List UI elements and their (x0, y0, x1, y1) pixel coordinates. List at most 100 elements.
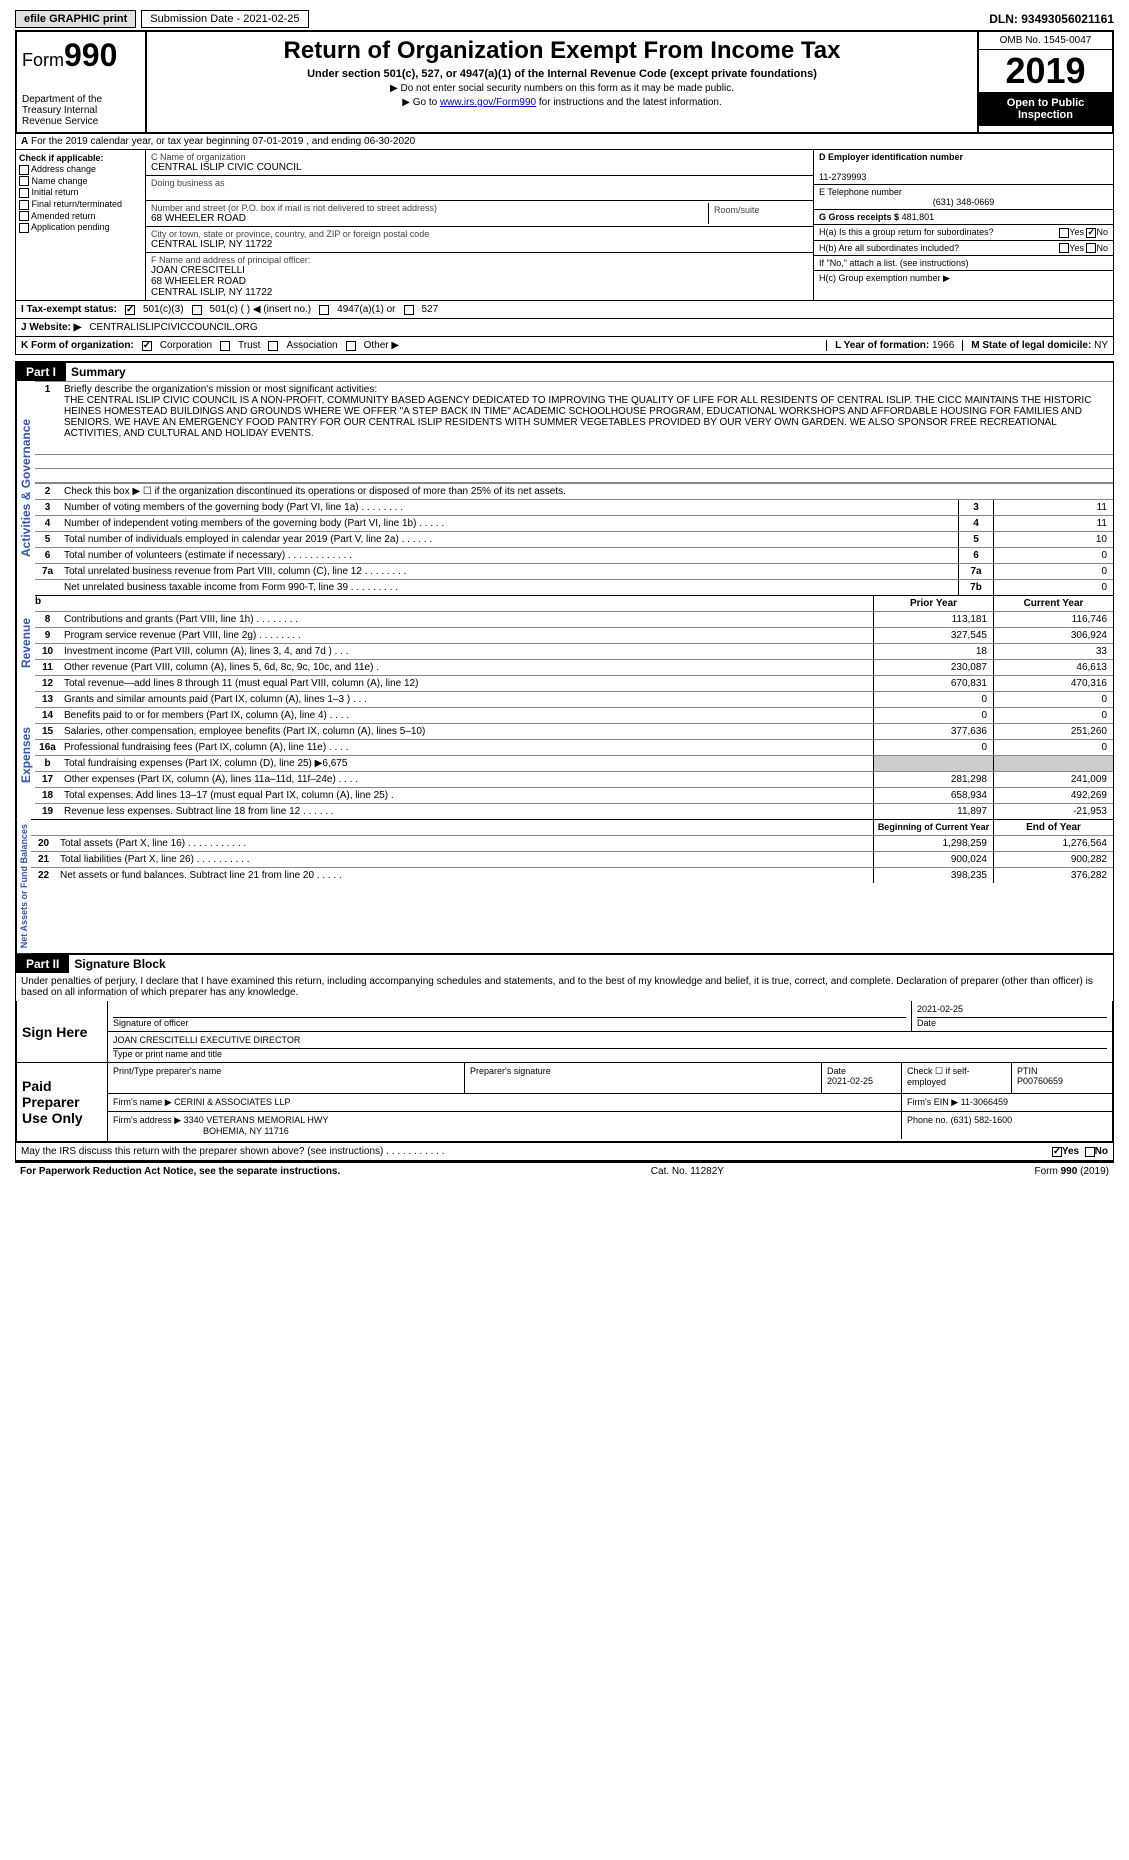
line-13: 13Grants and similar amounts paid (Part … (35, 691, 1113, 707)
hb-label: H(b) Are all subordinates included? (819, 243, 959, 254)
mission-label: Briefly describe the organization's miss… (64, 384, 377, 395)
name-change-checkbox[interactable]: Name change (19, 176, 142, 187)
form-footer: Form 990 (2019) (1035, 1166, 1109, 1177)
hb-yes-checkbox[interactable] (1059, 243, 1069, 253)
inspection-label: Open to Public Inspection (979, 92, 1112, 126)
hb-note: If "No," attach a list. (see instruction… (814, 256, 1113, 271)
initial-return-checkbox[interactable]: Initial return (19, 187, 142, 198)
part1-title: Summary (66, 363, 131, 381)
firm-name: CERINI & ASSOCIATES LLP (174, 1097, 290, 1107)
assoc-label: Association (286, 340, 337, 351)
501c3-checkbox[interactable] (125, 305, 135, 315)
paperwork-notice: For Paperwork Reduction Act Notice, see … (20, 1166, 340, 1177)
org-name: CENTRAL ISLIP CIVIC COUNCIL (151, 162, 302, 173)
submission-date: Submission Date - 2021-02-25 (141, 10, 308, 28)
gross-label: G Gross receipts $ (819, 212, 899, 222)
name-title-label: Type or print name and title (113, 1049, 222, 1059)
ha-label: H(a) Is this a group return for subordin… (819, 227, 994, 238)
cat-number: Cat. No. 11282Y (651, 1166, 724, 1177)
net-assets-label: Net Assets or Fund Balances (16, 819, 31, 953)
activities-governance-label: Activities & Governance (16, 381, 35, 595)
website-value: CENTRALISLIPCIVICCOUNCIL.ORG (89, 322, 257, 333)
firm-addr1: 3340 VETERANS MEMORIAL HWY (184, 1115, 329, 1125)
officer-label: F Name and address of principal officer: (151, 255, 310, 265)
line-21: 21Total liabilities (Part X, line 26) . … (31, 851, 1113, 867)
line-b: bTotal fundraising expenses (Part IX, co… (35, 755, 1113, 771)
line-12: 12Total revenue—add lines 8 through 11 (… (35, 675, 1113, 691)
trust-checkbox[interactable] (220, 341, 230, 351)
mission-text: THE CENTRAL ISLIP CIVIC COUNCIL IS A NON… (64, 395, 1091, 439)
part1-tag: Part I (16, 363, 66, 381)
final-return-checkbox[interactable]: Final return/terminated (19, 199, 142, 210)
line-18: 18Total expenses. Add lines 13–17 (must … (35, 787, 1113, 803)
irs-link[interactable]: www.irs.gov/Form990 (440, 97, 536, 108)
sig-date-label: Date (917, 1018, 936, 1028)
year-formation: 1966 (932, 340, 954, 351)
top-bar: efile GRAPHIC print Submission Date - 20… (15, 10, 1114, 28)
part2-title: Signature Block (69, 955, 170, 973)
firm-phone: (631) 582-1600 (951, 1115, 1013, 1125)
corp-checkbox[interactable] (142, 341, 152, 351)
line-22: 22Net assets or fund balances. Subtract … (31, 867, 1113, 883)
assoc-checkbox[interactable] (268, 341, 278, 351)
addr-label: Number and street (or P.O. box if mail i… (151, 203, 437, 213)
line-19: 19Revenue less expenses. Subtract line 1… (35, 803, 1113, 819)
line-4: 4Number of independent voting members of… (35, 515, 1113, 531)
hb-no-checkbox[interactable] (1086, 243, 1096, 253)
firm-ein-label: Firm's EIN ▶ (907, 1097, 958, 1107)
org-form-label: K Form of organization: (21, 340, 134, 351)
line-3: 3Number of voting members of the governi… (35, 499, 1113, 515)
line-20: 20Total assets (Part X, line 16) . . . .… (31, 835, 1113, 851)
dept-treasury: Department of the Treasury Internal Reve… (22, 94, 140, 127)
form-word: Form (22, 50, 64, 70)
527-checkbox[interactable] (404, 305, 414, 315)
line-8: 8Contributions and grants (Part VIII, li… (35, 611, 1113, 627)
application-pending-checkbox[interactable]: Application pending (19, 222, 142, 233)
phone-label: E Telephone number (819, 187, 902, 197)
prep-date: 2021-02-25 (827, 1076, 873, 1086)
goto-suffix: for instructions and the latest informat… (536, 97, 722, 108)
line-15: 15Salaries, other compensation, employee… (35, 723, 1113, 739)
expenses-label: Expenses (16, 691, 35, 819)
line-7a: 7aTotal unrelated business revenue from … (35, 563, 1113, 579)
omb-number: OMB No. 1545-0047 (979, 32, 1112, 50)
city-label: City or town, state or province, country… (151, 229, 429, 239)
501c3-label: 501(c)(3) (143, 304, 184, 315)
discuss-yes-checkbox[interactable] (1052, 1147, 1062, 1157)
line-7b: Net unrelated business taxable income fr… (35, 579, 1113, 595)
4947-checkbox[interactable] (319, 305, 329, 315)
trust-label: Trust (238, 340, 260, 351)
self-employed-check[interactable]: Check ☐ if self-employed (907, 1066, 970, 1087)
corp-label: Corporation (160, 340, 212, 351)
ein-label: D Employer identification number (819, 152, 963, 162)
addr-change-checkbox[interactable]: Address change (19, 164, 142, 175)
other-label: Other ▶ (364, 340, 399, 351)
other-checkbox[interactable] (346, 341, 356, 351)
gross-receipts: 481,801 (902, 212, 935, 222)
firm-ein: 11-3066459 (961, 1097, 1008, 1107)
goto-prefix: ▶ Go to (402, 97, 440, 108)
line-16a: 16aProfessional fundraising fees (Part I… (35, 739, 1113, 755)
form-header: Form990 Department of the Treasury Inter… (15, 30, 1114, 134)
discuss-no-checkbox[interactable] (1085, 1147, 1095, 1157)
phone-value: (631) 348-0669 (819, 197, 1108, 207)
ptin-value: P00760659 (1017, 1076, 1063, 1086)
efile-print-button[interactable]: efile GRAPHIC print (15, 10, 136, 28)
prep-name-label: Print/Type preparer's name (113, 1066, 221, 1076)
501c-checkbox[interactable] (192, 305, 202, 315)
state-domicile: NY (1094, 340, 1108, 351)
hc-label: H(c) Group exemption number ▶ (814, 271, 1113, 286)
officer-addr1: 68 WHEELER ROAD (151, 276, 246, 287)
officer-name-title: JOAN CRESCITELLI EXECUTIVE DIRECTOR (113, 1035, 1107, 1049)
ha-no-checkbox[interactable] (1086, 228, 1096, 238)
perjury-statement: Under penalties of perjury, I declare th… (16, 973, 1113, 1001)
tax-year-text: For the 2019 calendar year, or tax year … (31, 136, 415, 147)
ha-yes-checkbox[interactable] (1059, 228, 1069, 238)
firm-name-label: Firm's name ▶ (113, 1097, 172, 1107)
line-5: 5Total number of individuals employed in… (35, 531, 1113, 547)
begin-year-header: Beginning of Current Year (873, 820, 993, 835)
prior-year-header: Prior Year (873, 596, 993, 611)
sig-officer-label: Signature of officer (113, 1018, 188, 1028)
discuss-preparer: May the IRS discuss this return with the… (21, 1146, 445, 1157)
amended-return-checkbox[interactable]: Amended return (19, 211, 142, 222)
